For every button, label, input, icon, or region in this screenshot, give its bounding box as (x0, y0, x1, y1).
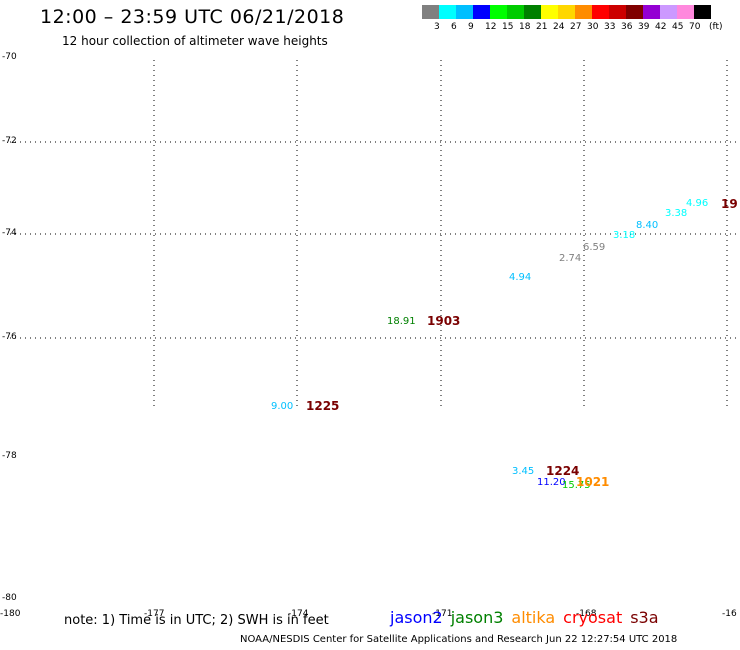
swh-value: 3.18 (613, 230, 636, 241)
footer-note: note: 1) Time is in UTC; 2) SWH is in fe… (64, 613, 329, 628)
legend-swatch (507, 5, 524, 19)
legend-label: 18 (519, 22, 531, 32)
legend-label: 15 (502, 22, 514, 32)
legend-swatch (609, 5, 626, 19)
legend-swatch (490, 5, 507, 19)
swh-value: 8.40 (636, 220, 659, 231)
pass-time-label: 1224 (546, 464, 580, 478)
swh-value: 18.91 (387, 316, 416, 327)
legend-swatch (694, 5, 711, 19)
lat-label: -76 (2, 332, 17, 342)
legend-swatch (456, 5, 473, 19)
legend-label: 27 (570, 22, 582, 32)
map-subtitle: 12 hour collection of altimeter wave hei… (62, 34, 328, 48)
legend-swatch (473, 5, 490, 19)
legend-swatch (660, 5, 677, 19)
swh-value: 4.96 (686, 198, 709, 209)
lat-label: -80 (2, 593, 17, 603)
legend-swatch (541, 5, 558, 19)
legend-label: 3 (434, 22, 440, 32)
pass-time-label: 1021 (576, 475, 610, 489)
legend-label: 39 (638, 22, 650, 32)
legend-swatch (592, 5, 609, 19)
swh-value: 11.20 (537, 477, 566, 488)
satellite-name: s3a (630, 608, 659, 627)
legend-swatch (643, 5, 660, 19)
legend-label: 6 (451, 22, 457, 32)
color-scale-labels: 3 6 9 12 15 18 21 24 27 30 33 36 39 42 45 70 (ft) (422, 22, 740, 34)
legend-label: 33 (604, 22, 616, 32)
legend-label: 9 (468, 22, 474, 32)
pass-time-label: 19 (721, 197, 738, 211)
satellite-name: altika (511, 608, 556, 627)
swh-value: 6.59 (583, 242, 606, 253)
legend-swatch (422, 5, 439, 19)
lat-label: -74 (2, 228, 17, 238)
legend-swatch (626, 5, 643, 19)
footer-credit: NOAA/NESDIS Center for Satellite Applica… (240, 634, 678, 645)
lon-label: -16 (722, 609, 737, 619)
longitude-gridlines (153, 60, 728, 406)
satellite-name: jason2 (390, 608, 443, 627)
color-scale-legend (422, 5, 711, 19)
swh-value: 2.74 (559, 253, 582, 264)
latitude-gridlines (10, 141, 740, 339)
swh-value: 15.75 (562, 480, 591, 491)
legend-swatch (575, 5, 592, 19)
legend-unit: (ft) (709, 22, 723, 32)
legend-swatch (439, 5, 456, 19)
legend-label: 12 (485, 22, 497, 32)
lon-label: -171 (432, 609, 453, 619)
swh-value: 9.00 (271, 401, 294, 412)
lon-label: -168 (576, 609, 597, 619)
lon-label: -180 (0, 609, 21, 619)
swh-value: 3.45 (512, 466, 535, 477)
legend-label: 21 (536, 22, 548, 32)
lat-label: -70 (2, 52, 17, 62)
legend-label: 36 (621, 22, 633, 32)
lon-label: -177 (144, 609, 165, 619)
legend-label: 45 (672, 22, 684, 32)
satellite-name: jason3 (450, 608, 504, 627)
legend-label: 24 (553, 22, 565, 32)
swh-value: 4.94 (509, 272, 532, 283)
pass-time-label: 1903 (427, 314, 461, 328)
lat-label: -72 (2, 136, 17, 146)
legend-label: 70 (689, 22, 701, 32)
lat-label: -78 (2, 451, 17, 461)
legend-swatch (558, 5, 575, 19)
swh-value: 3.38 (665, 208, 688, 219)
satellite-legend: jason2 jason3 altika cryosat s3a (390, 608, 667, 627)
lon-label: -174 (288, 609, 309, 619)
legend-label: 30 (587, 22, 599, 32)
legend-swatch (677, 5, 694, 19)
map-title: 12:00 – 23:59 UTC 06/21/2018 (40, 6, 345, 28)
pass-time-label: 1225 (306, 399, 340, 413)
legend-label: 42 (655, 22, 667, 32)
legend-swatch (524, 5, 541, 19)
satellite-name: cryosat (563, 608, 623, 627)
